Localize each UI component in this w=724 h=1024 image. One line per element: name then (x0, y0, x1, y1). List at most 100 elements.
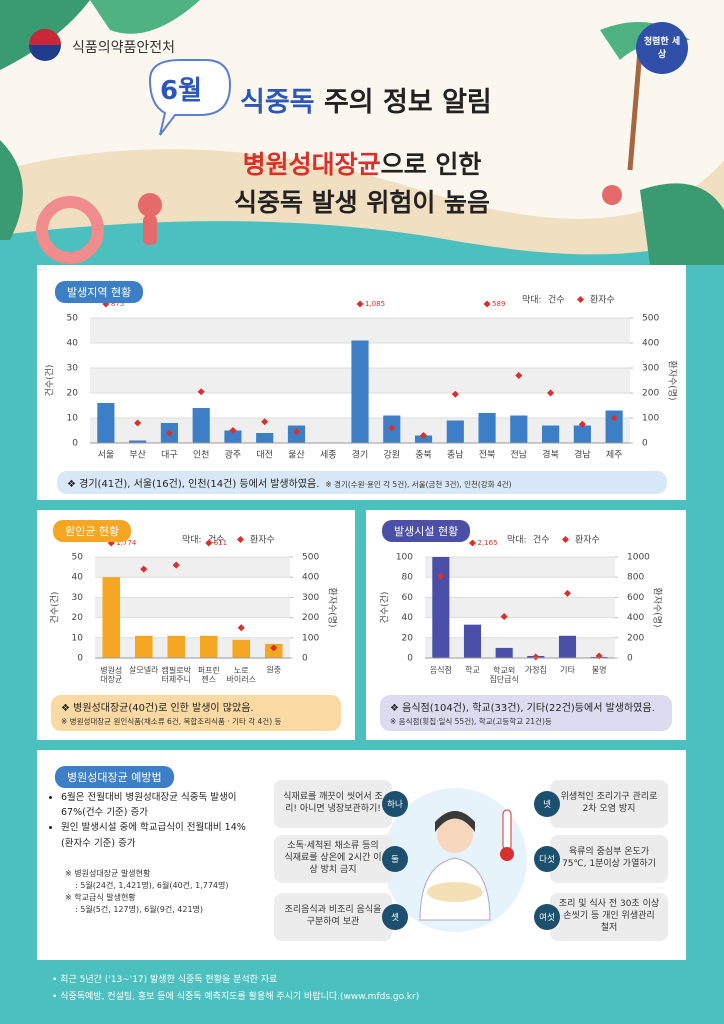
bubble (148, 59, 232, 136)
note: ❖ 경기(41건), 서울(16건), 인천(14건) 등에서 발생하였음. ※ … (57, 471, 667, 494)
header-art (0, 0, 724, 265)
y2-tick-label: 300 (302, 593, 319, 603)
section-title: 병원성대장균 예방법 (55, 766, 174, 788)
x-tick-label: 부산 (129, 450, 146, 461)
diamond (610, 414, 618, 422)
legend-prefix: 막대: (522, 295, 542, 306)
note: ※ 병원성대장균 발생현황 (65, 869, 151, 878)
data-label: 875 (111, 300, 124, 308)
tip: 조리 및 식사 전 30초 이상 손씻기 등 개인 위생관리 철저 (550, 893, 668, 941)
y-axis-label: 건수(건) (380, 592, 391, 624)
badge-text: 청렴한 세상 (643, 37, 681, 60)
agency: 식품의약품안전처 (72, 40, 176, 56)
bar (102, 577, 121, 658)
x-tick-label: 음식점 (430, 665, 452, 675)
footer-line: • 식중독예방, 컨설팅, 홍보 등에 식중독 예측지도를 활용해 주시기 바랍… (52, 992, 420, 1003)
legend-label: 환자수 (250, 534, 275, 546)
y2-tick-label: 200 (627, 633, 644, 643)
note-sub: ※ 음식점(횟집·일식 55건), 학교(고등학교 21건)등 (390, 717, 552, 726)
y2-tick-label: 500 (302, 553, 319, 563)
y-axis-label: 건수(건) (45, 365, 56, 397)
y-tick-label: 100 (396, 553, 413, 563)
y-axis-label: 건수(건) (50, 592, 61, 624)
subtitle-rest: 으로 인한 (380, 150, 482, 179)
subtitle: 병원성대장균으로 인한 (0, 145, 724, 181)
x-tick-label: 병원성 대장균 (100, 666, 122, 684)
data-label: 1,085 (365, 300, 385, 308)
y2-axis-label: 환자수(명) (652, 587, 664, 627)
x-tick-label: 살모넬라 (129, 666, 159, 675)
x-tick-label: 인천 (193, 450, 210, 461)
grid-band (425, 597, 615, 618)
y-tick-label: 0 (72, 439, 78, 449)
x-tick-label: 불명 (592, 665, 607, 675)
person (602, 185, 622, 205)
grid-band (425, 637, 615, 658)
diamond (468, 539, 477, 547)
y2-tick-label: 1000 (627, 553, 650, 563)
x-tick-label: 충북 (415, 450, 432, 461)
grid-band (90, 318, 630, 343)
footer-text: 최근 5년간 ('13~'17) 발생한 식중독 현황을 분석한 자료 (60, 975, 278, 985)
chart-title: 발생시설 현황 (382, 520, 471, 542)
y-tick-label: 30 (72, 593, 84, 603)
leaf (0, 140, 23, 240)
subtitle-line2: 식중독 발생 위험이 높음 (233, 188, 491, 217)
y-tick-label: 20 (67, 389, 79, 399)
legend-label: 환자수 (575, 534, 600, 546)
legend-label: 건수 (208, 535, 225, 546)
bar (129, 440, 147, 443)
tube (36, 196, 104, 264)
x-tick-label: 경기 (352, 449, 369, 461)
diamond (205, 539, 213, 547)
y-tick-label: 20 (72, 613, 84, 623)
diamond (134, 419, 142, 427)
x-tick-label: 세종 (320, 450, 337, 461)
x-tick-label: 노로 바이러스 (227, 666, 256, 684)
diamond (292, 428, 301, 436)
panel-facility: 0 20 40 60 80 100 0 200 400 600 800 1000 건수(건) 환자수(명)… (366, 510, 686, 740)
y-tick-label: 60 (402, 593, 414, 603)
person (143, 215, 157, 245)
tip: 위생적인 조리기구 관리로 2차 오염 방지 (550, 780, 668, 828)
bullet: 원인 발생시설 중에 학교급식이 전월대비 14%(환자수 기준) 증가 (61, 820, 258, 850)
y2-axis-label: 환자수(명) (327, 587, 339, 627)
diamond (356, 300, 364, 308)
x-tick-label: 전북 (479, 450, 496, 461)
x-tick-label: 울산 (288, 450, 305, 461)
footer-line: • 최근 5년간 ('13~'17) 발생한 식중독 현황을 분석한 자료 (52, 975, 278, 985)
title-highlight: 식중독 (240, 87, 315, 118)
tip-number: 다섯 (534, 846, 560, 872)
y-tick-label: 50 (72, 553, 84, 563)
x-tick-label: 대전 (256, 450, 273, 461)
x-tick-label: 충남 (447, 450, 464, 461)
leaf (90, 0, 200, 34)
panel-region: 0 10 20 30 40 50 0 100 200 300 400 500 건수(건) 환자수(명) 막대… (37, 265, 686, 500)
y2-tick-label: 200 (302, 613, 319, 623)
tip-number: 하나 (382, 791, 408, 817)
y-tick-label: 40 (402, 613, 414, 623)
notes: ※ 병원성대장균 발생현황 : 5월(24건, 1,421명), 6월(40건,… (65, 868, 265, 916)
diamond (165, 429, 173, 437)
tip: 조리음식과 비조리 음식을 구분하여 보관 (274, 893, 392, 941)
tip-number: 둘 (382, 846, 408, 872)
tip-number: 여섯 (534, 904, 560, 930)
hair (435, 811, 475, 832)
subtitle-highlight: 병원성대장균 (242, 150, 381, 179)
title-rest: 주의 정보 알림 (323, 87, 492, 118)
doctor-illustration (383, 788, 527, 932)
legend-marker (236, 535, 245, 544)
bar (351, 340, 369, 443)
x-tick-label: 기타 (560, 666, 575, 675)
y-tick-label: 40 (72, 573, 84, 583)
y2-tick-label: 400 (627, 613, 644, 623)
diamond (483, 300, 491, 308)
bar (199, 635, 218, 658)
legend-label: 환자수 (590, 294, 615, 306)
y-tick-label: 80 (402, 573, 414, 583)
bar (432, 557, 450, 658)
legend-label: 건수 (548, 295, 565, 306)
